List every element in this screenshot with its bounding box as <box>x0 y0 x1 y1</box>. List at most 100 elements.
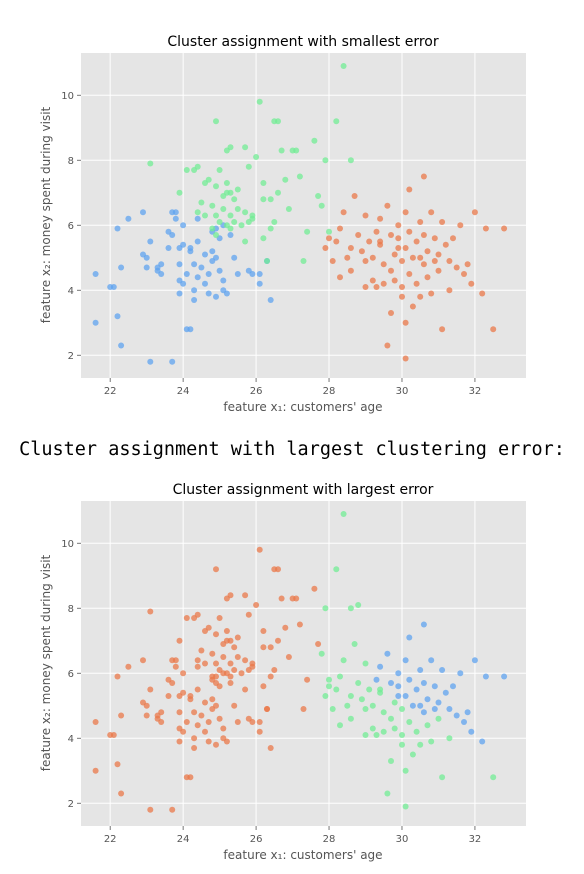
x-tick-label: 22 <box>104 386 117 397</box>
data-point-blue <box>402 657 409 664</box>
data-point-orange <box>227 680 234 686</box>
data-point-orange <box>464 261 471 268</box>
data-point-orange <box>227 673 234 680</box>
data-point-orange <box>202 660 208 667</box>
x-tick-label: 28 <box>323 834 336 845</box>
data-point-blue <box>191 297 198 303</box>
data-point-orange <box>395 222 402 229</box>
data-point-orange <box>213 660 219 667</box>
data-point-blue <box>169 358 176 365</box>
data-point-orange <box>439 219 446 225</box>
data-point-orange <box>180 728 187 735</box>
data-point-green <box>293 147 300 154</box>
data-point-green <box>322 605 329 612</box>
data-point-green <box>216 167 223 173</box>
data-point-orange <box>223 738 230 745</box>
scatter-chart-largest-error: Cluster assignment with largest error 22… <box>39 482 526 862</box>
data-point-green <box>358 696 365 703</box>
data-point-blue <box>202 251 208 258</box>
data-point-green <box>260 180 267 186</box>
data-point-orange <box>180 670 187 677</box>
data-point-green <box>399 706 405 712</box>
data-point-orange <box>209 696 216 703</box>
data-point-green <box>205 176 212 183</box>
data-point-green <box>209 225 216 232</box>
data-point-blue <box>147 238 154 245</box>
data-point-orange <box>249 719 256 725</box>
data-point-orange <box>329 258 336 264</box>
data-point-blue <box>457 670 464 677</box>
data-point-green <box>183 167 190 173</box>
data-point-green <box>300 258 307 264</box>
data-point-blue <box>227 232 234 238</box>
data-point-green <box>347 715 354 722</box>
data-point-blue <box>417 667 424 673</box>
data-point-orange <box>373 228 380 235</box>
data-point-orange <box>256 728 263 735</box>
data-point-green <box>318 202 325 209</box>
data-point-blue <box>384 650 391 657</box>
data-point-orange <box>300 706 307 712</box>
data-point-orange <box>282 624 289 631</box>
data-point-blue <box>176 261 183 268</box>
data-point-green <box>355 602 362 608</box>
data-point-blue <box>428 657 435 664</box>
data-point-orange <box>384 342 391 349</box>
data-point-green <box>362 660 369 667</box>
data-point-orange <box>220 725 227 732</box>
data-point-blue <box>406 634 413 641</box>
data-point-green <box>260 196 267 203</box>
data-point-blue <box>450 683 456 690</box>
data-point-green <box>304 228 311 235</box>
data-point-orange <box>205 719 212 725</box>
data-point-orange <box>377 238 384 245</box>
data-point-orange <box>114 761 121 768</box>
data-point-orange <box>234 719 241 725</box>
data-point-orange <box>337 225 343 232</box>
data-point-green <box>402 767 409 774</box>
data-point-blue <box>172 209 179 216</box>
data-point-blue <box>479 738 486 745</box>
data-point-orange <box>278 595 285 602</box>
data-point-green <box>231 196 238 203</box>
data-point-orange <box>242 686 249 693</box>
data-point-green <box>209 202 216 209</box>
data-point-green <box>322 157 329 164</box>
data-point-orange <box>223 628 230 634</box>
data-point-green <box>227 189 234 196</box>
data-point-blue <box>202 280 208 287</box>
data-point-green <box>435 715 442 722</box>
data-point-orange <box>311 585 318 592</box>
data-point-blue <box>154 264 161 271</box>
data-point-blue <box>191 261 198 268</box>
data-point-green <box>245 163 252 170</box>
plot-area <box>81 53 526 378</box>
data-point-green <box>253 154 260 160</box>
data-point-green <box>315 193 322 199</box>
data-point-green <box>227 212 234 219</box>
data-point-blue <box>220 277 227 284</box>
data-point-blue <box>143 264 150 271</box>
data-point-orange <box>227 637 234 644</box>
data-point-orange <box>176 637 183 644</box>
data-point-green <box>278 147 285 154</box>
data-point-orange <box>267 644 274 651</box>
data-point-blue <box>125 215 132 222</box>
x-tick-label: 30 <box>396 834 409 845</box>
data-point-orange <box>180 689 187 696</box>
data-point-green <box>366 686 373 693</box>
data-point-orange <box>424 274 431 281</box>
data-point-green <box>347 157 354 164</box>
data-point-orange <box>337 274 343 281</box>
data-point-orange <box>198 712 205 719</box>
data-point-green <box>490 774 497 781</box>
data-point-green <box>202 212 208 219</box>
data-point-blue <box>468 728 475 735</box>
data-point-orange <box>439 326 446 333</box>
data-point-orange <box>417 219 424 225</box>
data-point-blue <box>395 683 402 690</box>
data-point-green <box>242 144 249 151</box>
data-point-blue <box>165 245 172 251</box>
data-point-orange <box>362 284 369 290</box>
